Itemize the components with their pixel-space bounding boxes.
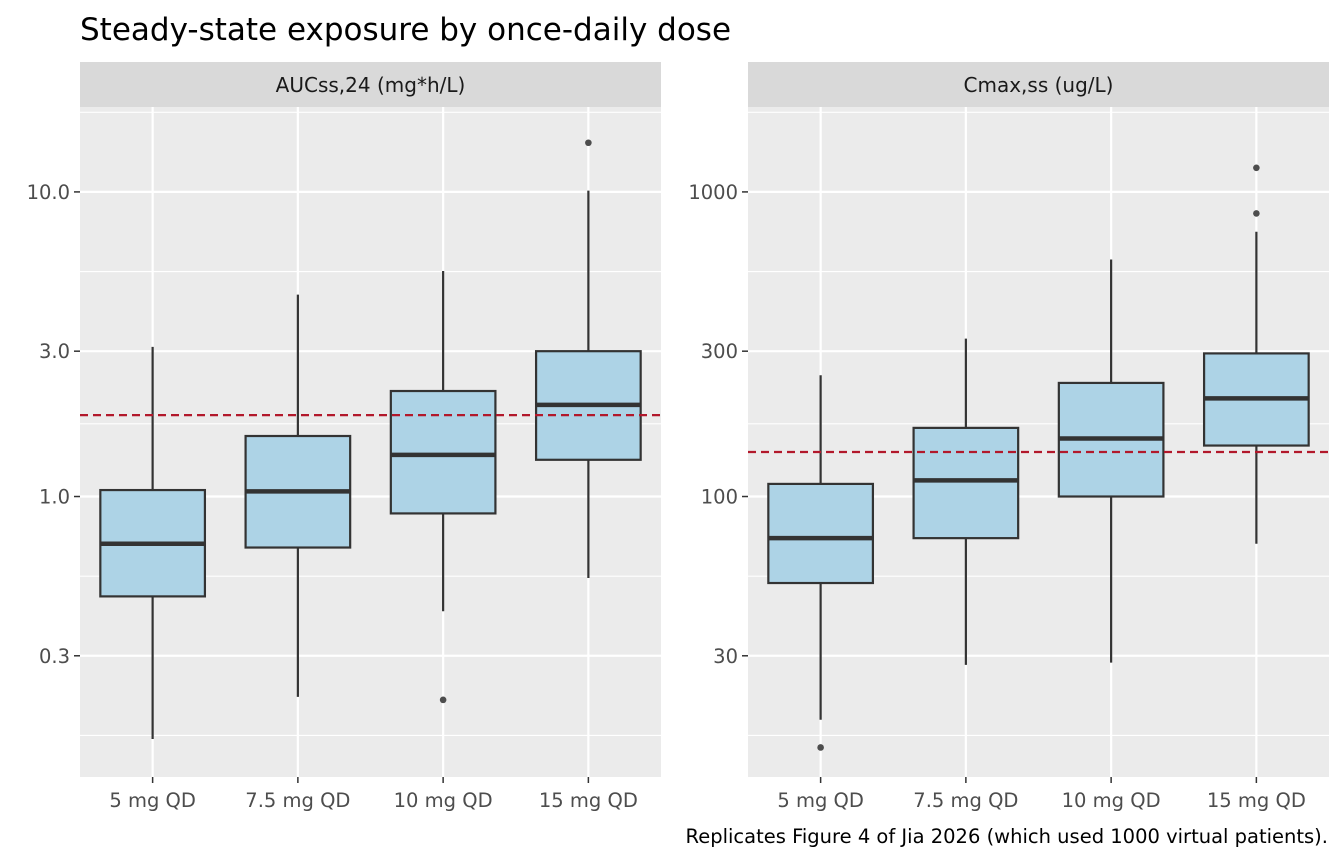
outlier-point (817, 744, 824, 751)
x-tick-label: 10 mg QD (394, 789, 493, 812)
box-iqr (767, 482, 875, 585)
facet-auc: AUCss,24 (mg*h/L) 0.3 1.0 3.0 10.0 5 mg QD 7.5… (27, 62, 661, 812)
facet-cmax: Cmax,ss (ug/L) 30 100 300 1000 5 mg QD 7.5 mg … (688, 62, 1329, 812)
box-group (99, 346, 207, 739)
y-tick-label: 3.0 (39, 340, 70, 363)
box-group (767, 375, 875, 751)
chart-caption: Replicates Figure 4 of Jia 2026 (which u… (686, 825, 1328, 848)
outlier-point (1253, 210, 1260, 217)
y-tick-label: 1.0 (39, 486, 70, 509)
outlier-point (439, 696, 447, 704)
x-tick-label: 10 mg QD (1062, 789, 1161, 812)
box-group (1202, 164, 1310, 544)
y-tick-label: 30 (713, 645, 738, 668)
facet-strip (80, 62, 661, 107)
box-group (534, 139, 642, 579)
outlier-point (1253, 164, 1260, 172)
box-iqr (389, 389, 497, 515)
x-tick-label: 15 mg QD (539, 789, 638, 812)
y-tick-label: 10.0 (27, 181, 70, 204)
x-tick-label: 5 mg QD (109, 789, 196, 812)
y-tick-label: 100 (701, 486, 738, 509)
facet-strip-label: Cmax,ss (ug/L) (964, 73, 1114, 97)
box-iqr (912, 426, 1020, 540)
outlier-point (585, 139, 592, 147)
x-tick-label: 5 mg QD (777, 789, 864, 812)
facet-strip (748, 62, 1329, 107)
box-group (389, 270, 497, 704)
y-tick-label: 300 (701, 340, 738, 363)
x-tick-label: 7.5 mg QD (913, 789, 1018, 812)
facet-strip-label: AUCss,24 (mg*h/L) (276, 73, 466, 97)
x-tick-label: 7.5 mg QD (245, 789, 350, 812)
x-tick-label: 15 mg QD (1207, 789, 1306, 812)
box-group (244, 294, 352, 697)
chart-title: Steady-state exposure by once-daily dose (80, 12, 731, 48)
y-tick-label: 1000 (688, 181, 738, 204)
box-group (912, 338, 1020, 665)
y-tick-label: 0.3 (39, 645, 70, 668)
box-group (1057, 259, 1165, 663)
